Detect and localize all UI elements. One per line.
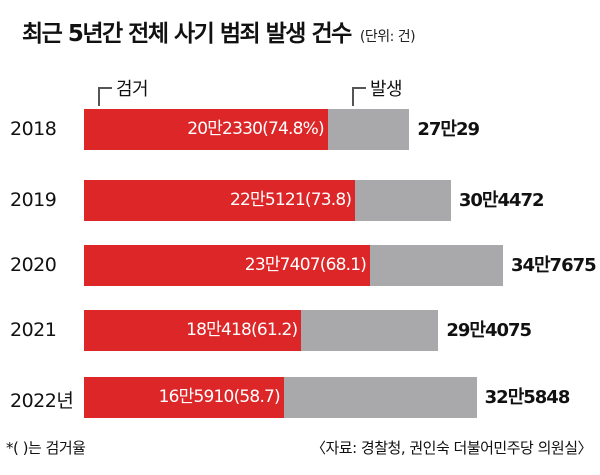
legend-arrest-marker bbox=[98, 88, 100, 106]
legend-occurrence-marker bbox=[352, 88, 354, 106]
chart-title-row: 최근 5년간 전체 사기 범죄 발생 건수 (단위: 건) bbox=[22, 14, 416, 48]
arrest-value-label: 18만418(61.2) bbox=[186, 320, 298, 340]
arrest-value-label: 22만5121(73.8) bbox=[230, 190, 352, 210]
legend-arrest-label: 검거 bbox=[116, 79, 149, 100]
arrest-value-label: 20만2330(74.8%) bbox=[187, 119, 324, 139]
occurrence-value-label: 27만29 bbox=[417, 119, 480, 140]
legend-occurrence-label: 발생 bbox=[370, 79, 403, 100]
year-label: 2021 bbox=[10, 319, 57, 341]
year-label: 2019 bbox=[10, 189, 57, 211]
legend-occurrence-connector bbox=[352, 87, 366, 89]
legend-arrest-connector bbox=[98, 87, 112, 89]
source-note: 〈자료: 경찰청, 권인숙 더불어민주당 의원실〉 bbox=[311, 439, 593, 457]
arrest-bar bbox=[84, 377, 284, 418]
chart-title: 최근 5년간 전체 사기 범죄 발생 건수 bbox=[22, 21, 352, 47]
occurrence-value-label: 34만7675 bbox=[510, 255, 597, 276]
occurrence-value-label: 29만4075 bbox=[446, 320, 532, 341]
arrest-bar bbox=[84, 310, 302, 351]
occurrence-value-label: 32만5848 bbox=[484, 387, 571, 408]
arrest-bar bbox=[84, 245, 371, 286]
unit-label: (단위: 건) bbox=[359, 29, 416, 45]
year-label: 2020 bbox=[10, 254, 57, 276]
arrest-bar bbox=[84, 109, 328, 150]
year-label: 2018 bbox=[10, 118, 57, 140]
occurrence-value-label: 30만4472 bbox=[458, 190, 545, 211]
arrest-value-label: 23만7407(68.1) bbox=[244, 255, 367, 275]
footnote: *( )는 검거율 bbox=[6, 439, 86, 457]
year-label: 2022년 bbox=[10, 390, 74, 412]
arrest-value-label: 16만5910(58.7) bbox=[158, 387, 281, 407]
arrest-bar bbox=[84, 180, 356, 221]
